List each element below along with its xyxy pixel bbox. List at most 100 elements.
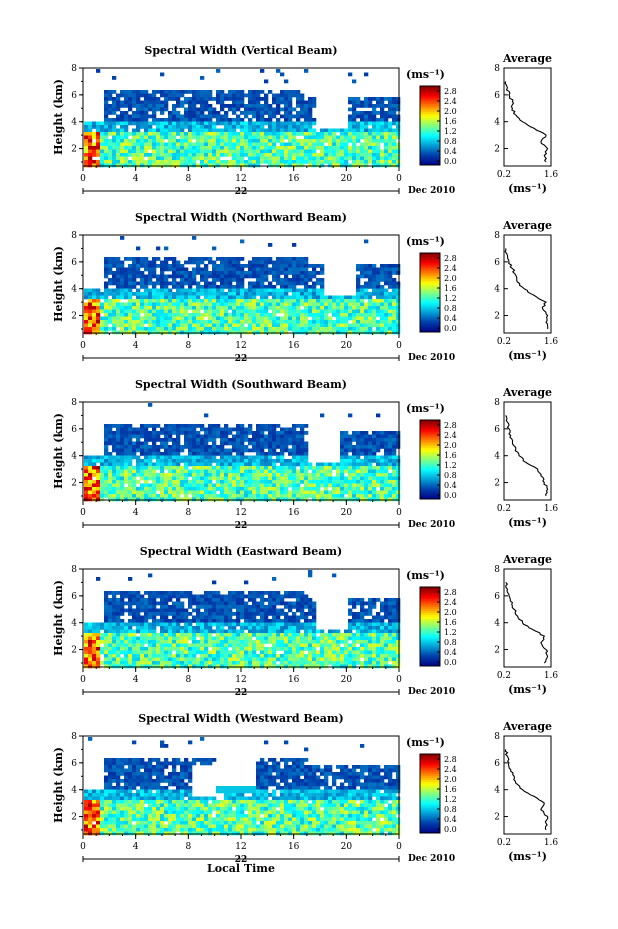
heatmap-cell: [272, 149, 277, 154]
heatmap-cell: [284, 306, 289, 310]
heatmap-cell: [140, 330, 145, 335]
heatmap-cell: [332, 320, 337, 324]
colorbar-swatch: [420, 266, 440, 270]
heatmap-cell: [140, 316, 145, 321]
heatmap-cell: [380, 149, 385, 154]
heatmap-cell: [216, 153, 221, 157]
heatmap-cell: [116, 427, 121, 432]
heatmap-cell: [280, 452, 285, 456]
heatmap-cell: [108, 622, 113, 627]
heatmap-cell: [116, 306, 121, 310]
heatmap-cell: [84, 476, 89, 481]
heatmap-cell: [128, 285, 133, 289]
heatmap-cell: [252, 313, 257, 317]
heatmap-cell: [232, 313, 237, 317]
heatmap-cell: [116, 160, 121, 164]
heatmap-cell: [96, 146, 101, 150]
heatmap-cell: [388, 274, 393, 279]
heatmap-cell: [144, 292, 149, 296]
heatmap-cell: [384, 299, 389, 303]
heatmap-cell: [152, 487, 157, 491]
heatmap-cell: [304, 135, 309, 140]
heatmap-cell: [176, 271, 181, 275]
heatmap-cell: [160, 313, 165, 317]
heatmap-cell: [312, 146, 317, 150]
heatmap-cell: [272, 466, 277, 470]
heatmap-cell: [164, 260, 169, 265]
heatmap-cell: [380, 487, 385, 491]
heatmap-cell: [204, 288, 209, 293]
heatmap-cell: [104, 125, 109, 129]
heatmap-cell: [320, 302, 325, 307]
heatmap-cell: [248, 497, 253, 502]
heatmap-cell: [352, 323, 357, 328]
heatmap-cell: [164, 445, 169, 449]
heatmap-cell: [204, 459, 209, 463]
heatmap-cell: [172, 97, 177, 101]
heatmap-cell: [112, 459, 117, 463]
heatmap-cell: [200, 299, 205, 303]
heatmap-cell: [220, 441, 225, 446]
heatmap-cell: [352, 111, 357, 115]
heatmap-cell: [160, 445, 165, 449]
heatmap-cell: [312, 288, 317, 293]
heatmap-cell: [132, 480, 137, 484]
heatmap-cell: [208, 285, 213, 289]
heatmap-cell: [152, 142, 157, 147]
heatmap-cell: [176, 476, 181, 481]
heatmap-cell: [296, 438, 301, 442]
heatmap-cell: [176, 132, 181, 136]
heatmap-cell: [120, 281, 125, 286]
heatmap-cell: [116, 118, 121, 122]
heatmap-cell: [256, 100, 261, 105]
heatmap-cell: [376, 267, 381, 272]
heatmap-cell: [200, 267, 205, 272]
heatmap-cell: [280, 323, 285, 328]
heatmap-cell: [320, 288, 325, 293]
heatmap-cell: [248, 267, 253, 272]
heatmap-cell: [240, 466, 245, 470]
heatmap-cell: [388, 278, 393, 282]
heatmap-cell: [232, 285, 237, 289]
heatmap-cell: [364, 97, 369, 101]
heatmap-cell: [368, 264, 373, 268]
heatmap-cell: [164, 438, 169, 442]
heatmap-cell: [276, 132, 281, 136]
heatmap-cell: [280, 295, 285, 300]
heatmap-cell: [224, 128, 229, 133]
heatmap-cell: [396, 494, 401, 498]
heatmap-cell: [276, 424, 281, 428]
heatmap-cell: [388, 285, 393, 289]
heatmap-cell: [112, 657, 117, 662]
heatmap-cell: [148, 448, 153, 453]
heatmap-cell: [252, 480, 257, 484]
heatmap-cell: [196, 480, 201, 484]
heatmap-cell: [196, 267, 201, 272]
heatmap-cell: [228, 455, 233, 460]
heatmap-cell: [320, 278, 325, 282]
heatmap-cell: [284, 313, 289, 317]
heatmap-cell: [292, 142, 297, 147]
colorbar-tick-label: 1.2: [444, 127, 457, 136]
heatmap-cell: [248, 163, 253, 168]
heatmap-cell: [232, 107, 237, 112]
heatmap-cell: [364, 139, 369, 143]
heatmap-cell: [384, 163, 389, 168]
heatmap-cell: [208, 104, 213, 108]
heatmap-cell: [232, 309, 237, 314]
heatmap-cell: [92, 323, 97, 328]
heatmap-cell: [228, 438, 233, 442]
heatmap-cell: [176, 330, 181, 335]
heatmap-cell: [296, 132, 301, 136]
heatmap-cells: [84, 69, 401, 168]
heatmap-cell: [348, 128, 353, 133]
heatmap-cell: [272, 93, 277, 98]
heatmap-cell: [304, 146, 309, 150]
heatmap-cell: [200, 480, 205, 484]
heatmap-cell: [244, 139, 249, 143]
heatmap-cell: [260, 69, 265, 73]
heatmap-cell: [384, 455, 389, 460]
heatmap-cell: [176, 153, 181, 157]
heatmap-cell: [328, 146, 333, 150]
heatmap-cell: [192, 441, 197, 446]
